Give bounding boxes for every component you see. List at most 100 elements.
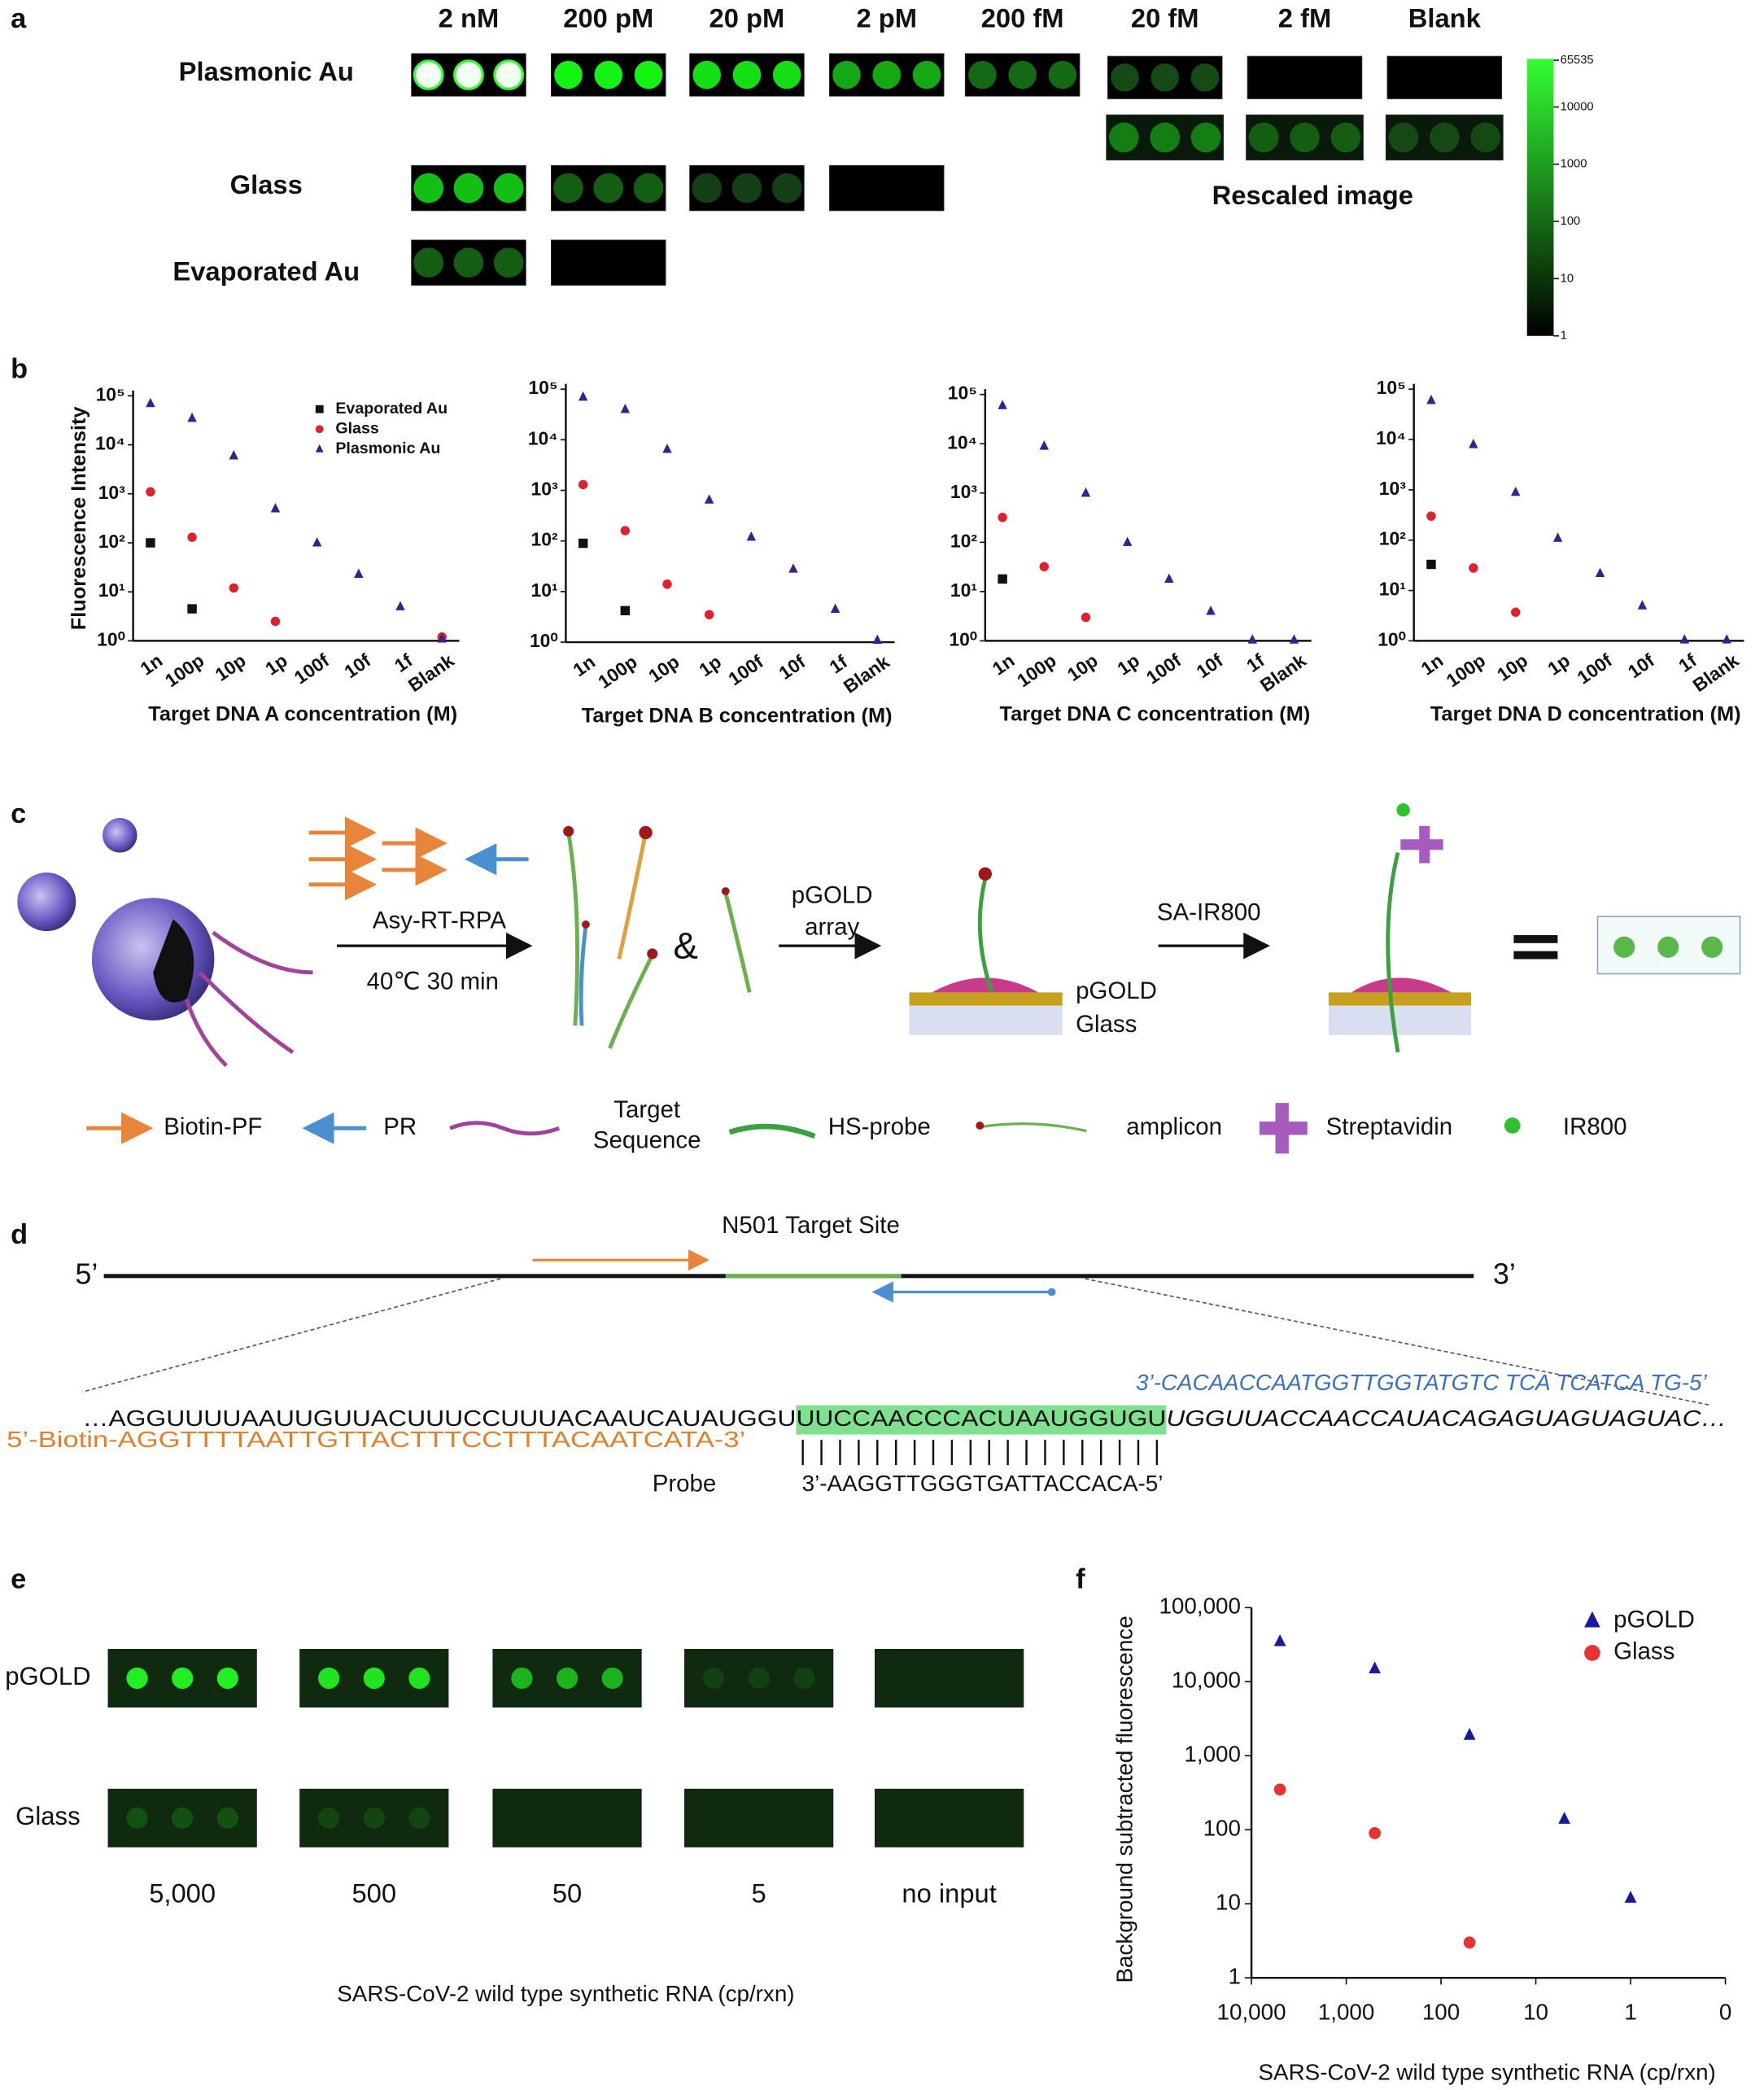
spot — [872, 60, 902, 90]
row-label: Plasmonic Au — [179, 56, 354, 86]
legend-label: HS-probe — [828, 1113, 931, 1140]
point — [1722, 634, 1731, 644]
row-label: Glass — [230, 169, 303, 199]
point — [1081, 487, 1091, 497]
panel-e: pGOLD Glass SARS-CoV-2 wild type synthet… — [5, 1649, 1024, 2006]
spot — [453, 173, 484, 203]
column-label: 20 fM — [1131, 3, 1199, 33]
colorbar-tick-label: 100 — [1561, 215, 1581, 228]
y-axis-label: Fluorescence Intensity — [68, 406, 90, 630]
point — [270, 503, 281, 513]
equals — [1513, 935, 1558, 943]
point — [1463, 1936, 1476, 1949]
legend-icon — [980, 1122, 1087, 1133]
spot — [968, 60, 997, 90]
spot — [1150, 122, 1181, 153]
y-tick-label: 10⁰ — [97, 628, 125, 649]
column-label: 500 — [351, 1878, 396, 1908]
step-label: Asy-RT-RPA — [373, 907, 506, 934]
base-pairs — [801, 1440, 1159, 1466]
colorbar-tick-label: 10 — [1561, 272, 1574, 285]
spot — [1190, 122, 1221, 153]
target-site-label: N501 Target Site — [722, 1212, 900, 1239]
legend-label: Sequence — [593, 1126, 701, 1153]
panel-label: c — [11, 798, 26, 829]
legend-label: pGOLD — [1613, 1606, 1695, 1633]
spot — [363, 1807, 385, 1829]
point — [1206, 606, 1216, 615]
spot — [692, 173, 723, 203]
spot — [731, 173, 762, 203]
y-tick-label: 10² — [1379, 528, 1406, 549]
legend-icon — [449, 1121, 561, 1136]
x-tick-label: Blank — [840, 651, 893, 697]
y-tick-label: 10⁴ — [1376, 427, 1406, 448]
y-tick-label: 1 — [1228, 1964, 1240, 1989]
amplicons — [566, 832, 752, 1050]
column-label: Blank — [1408, 3, 1482, 33]
spot — [363, 1667, 385, 1690]
x-axis-label: Target DNA D concentration (M) — [1430, 703, 1741, 726]
image-box — [1386, 55, 1503, 99]
column-label: no input — [902, 1878, 996, 1908]
panel-label: d — [11, 1219, 28, 1250]
point — [1558, 1812, 1570, 1824]
surface-label: Glass — [1076, 1011, 1137, 1038]
spot — [126, 1667, 148, 1690]
template-sequence: UUCCAACCCACUAAUGGUGU — [796, 1406, 1166, 1431]
y-tick-label: 10³ — [1379, 478, 1406, 499]
spot — [593, 173, 624, 203]
y-tick-label: 10³ — [531, 479, 557, 500]
point — [270, 616, 281, 627]
spot — [408, 1667, 430, 1690]
legend-label: amplicon — [1126, 1113, 1222, 1140]
spot — [318, 1667, 340, 1690]
legend-label: Glass — [335, 419, 379, 437]
spot — [1248, 122, 1279, 153]
x-axis-label: Target DNA B concentration (M) — [582, 704, 893, 727]
point — [1039, 440, 1049, 450]
step-label: pGOLD — [792, 881, 873, 908]
x-tick-label: 1p — [695, 651, 725, 681]
point — [578, 391, 588, 401]
point — [229, 450, 239, 460]
x-tick-label: 1p — [1544, 649, 1574, 680]
legend-label: PR — [383, 1113, 417, 1140]
x-tick-label: 10f — [1192, 649, 1226, 682]
column-label: 5,000 — [149, 1878, 216, 1908]
streptavidin — [1400, 825, 1443, 864]
point — [1122, 536, 1133, 546]
x-tick-label: 1p — [261, 649, 291, 680]
legend-icon — [728, 1123, 816, 1139]
panel-a: Plasmonic Au Glass Evaporated Au Rescale… — [172, 3, 1593, 343]
spot — [1190, 63, 1220, 92]
spot — [732, 60, 762, 90]
x-tick-label: 100 — [1422, 2000, 1460, 2025]
spot — [1008, 60, 1037, 90]
virus — [102, 818, 138, 853]
x-axis-label: Target DNA C concentration (M) — [1000, 703, 1311, 726]
x-tick-label: 1 — [1624, 2000, 1636, 2025]
legend-label: Biotin-PF — [164, 1113, 262, 1140]
point — [1511, 486, 1521, 496]
spot — [126, 1807, 148, 1829]
image-box — [875, 1788, 1024, 1847]
point — [1273, 1783, 1286, 1796]
y-tick-label: 10⁴ — [95, 433, 125, 454]
x-tick-label: 10p — [1063, 649, 1102, 685]
legend-marker — [315, 425, 324, 434]
image-box — [828, 164, 945, 212]
legend-icon — [1504, 1117, 1521, 1134]
y-tick-label: 10⁴ — [947, 431, 977, 453]
image-box — [875, 1649, 1024, 1708]
ir800 — [1396, 803, 1410, 817]
x-tick-label: 10p — [644, 651, 683, 687]
x-axis-label: SARS-CoV-2 wild type synthetic RNA (cp/r… — [337, 1981, 794, 2006]
spot — [172, 1667, 194, 1690]
panel-label: f — [1076, 1564, 1085, 1595]
image-box — [684, 1788, 834, 1847]
probe-sequence: 3’-AAGGTTGGGTGATTACCACA-5’ — [802, 1471, 1164, 1496]
row-label: Evaporated Au — [172, 256, 360, 286]
step-conditions: 40℃ 30 min — [367, 968, 499, 995]
